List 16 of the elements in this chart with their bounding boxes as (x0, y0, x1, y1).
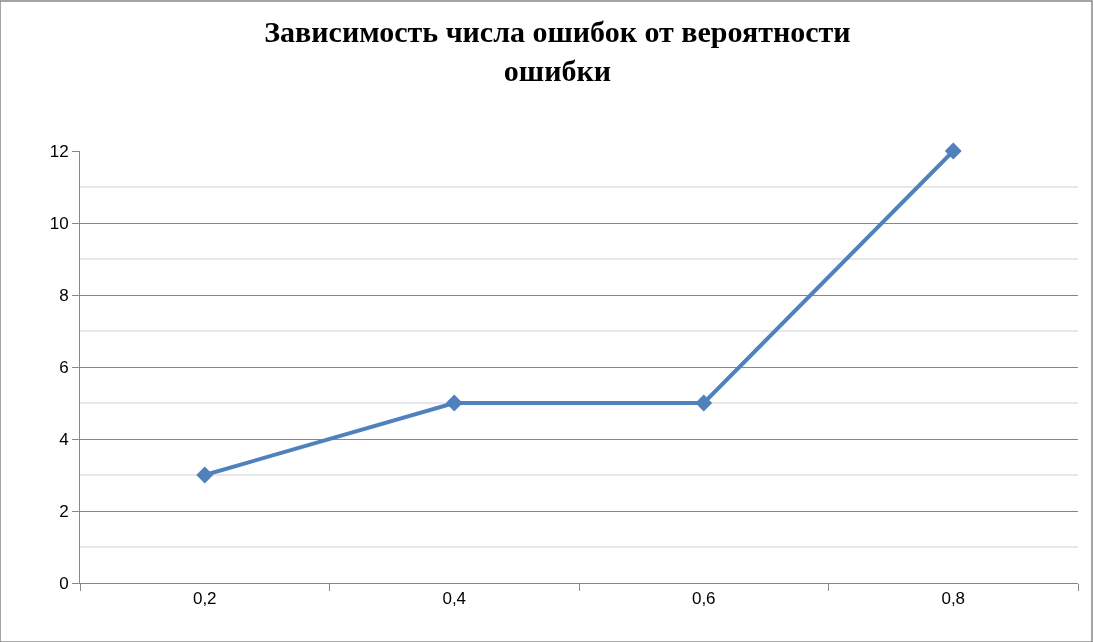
y-tick-label: 12 (49, 141, 69, 161)
point (695, 394, 713, 412)
chart-title: Зависимость числа ошибок от вероятности ошибки (264, 14, 851, 87)
y-tick-label: 0 (59, 573, 69, 593)
x-tick-label: 0,2 (192, 589, 217, 609)
x-tick-label: 0,6 (691, 589, 716, 609)
x-tick-label: 0,4 (442, 589, 467, 609)
x-tick-label: 0,8 (941, 589, 966, 609)
point (196, 466, 214, 484)
point (944, 142, 962, 160)
y-tick-label: 6 (59, 357, 69, 377)
y-tick-label: 2 (59, 501, 69, 521)
y-tick-label: 8 (59, 285, 69, 305)
point (445, 394, 463, 412)
y-tick-label: 10 (49, 213, 69, 233)
y-tick-label: 4 (59, 429, 69, 449)
